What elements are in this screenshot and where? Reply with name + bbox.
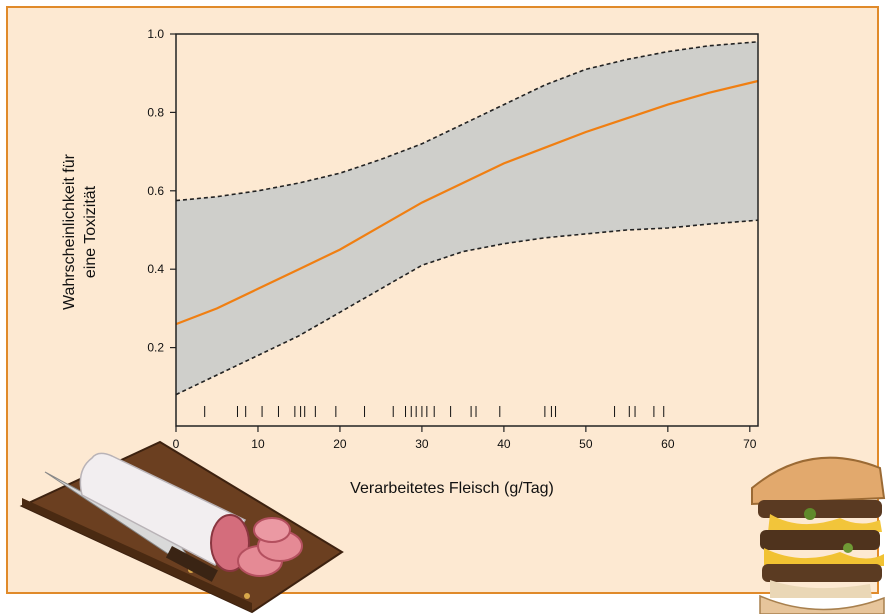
- burger-illustration: [751, 456, 886, 614]
- x-tick-label: 60: [661, 437, 675, 451]
- y-tick-label: 0.4: [147, 262, 164, 276]
- y-tick-label: 0.2: [147, 341, 164, 355]
- lower-bound-line: [175, 219, 759, 396]
- x-tick-label: 70: [743, 437, 757, 451]
- plot-area: [175, 41, 759, 417]
- x-tick-label: 0: [173, 437, 180, 451]
- y-tick-label: 0.6: [147, 184, 164, 198]
- axes: 0 10 20 30 40 50 60 70 0.2 0.4 0.6 0.8 1.0: [147, 27, 759, 451]
- y-axis-label-line-2: eine Toxizität: [82, 185, 99, 278]
- x-axis-label: Verarbeitetes Fleisch (g/Tag): [350, 480, 554, 497]
- y-axis-label-line-1: Wahrscheinlichkeit für: [61, 153, 78, 310]
- salami-illustration: [19, 440, 344, 614]
- estimate-line: [175, 79, 759, 326]
- y-tick-label: 0.8: [147, 105, 164, 119]
- confidence-band: [176, 41, 758, 395]
- x-tick-label: 40: [497, 437, 511, 451]
- x-tick-label: 20: [333, 437, 347, 451]
- x-tick-label: 50: [579, 437, 593, 451]
- y-tick-label: 1.0: [147, 27, 164, 41]
- x-tick-label: 10: [251, 437, 265, 451]
- x-tick-label: 30: [415, 437, 429, 451]
- axis-labels: Verarbeitetes Fleisch (g/Tag) Wahrschein…: [61, 153, 554, 497]
- plot-frame: [175, 33, 759, 427]
